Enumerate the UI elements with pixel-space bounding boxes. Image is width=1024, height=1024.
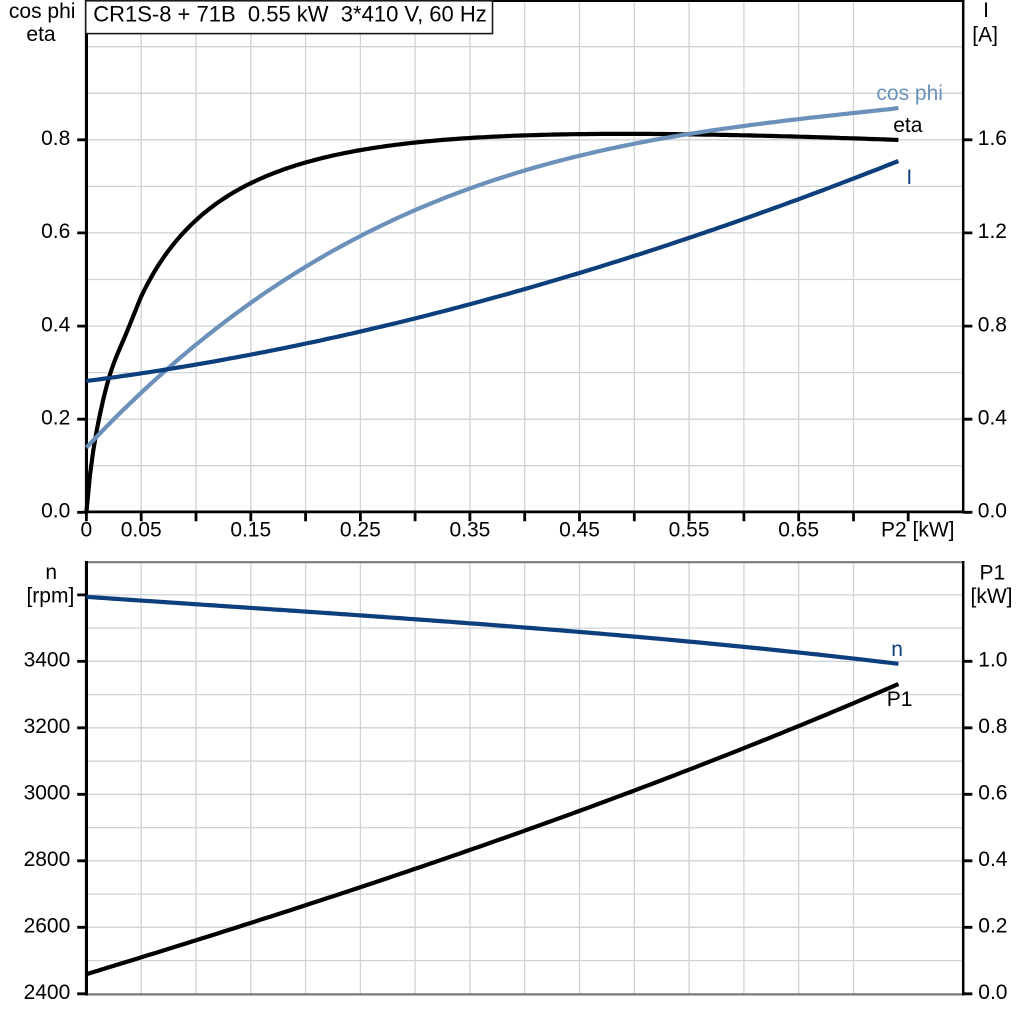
svg-text:2600: 2600 xyxy=(24,915,71,938)
svg-text:0: 0 xyxy=(81,519,93,542)
svg-text:0.6: 0.6 xyxy=(41,220,70,243)
svg-text:3000: 3000 xyxy=(24,782,71,805)
svg-text:0.0: 0.0 xyxy=(978,981,1007,1004)
svg-text:0.4: 0.4 xyxy=(978,848,1008,871)
svg-text:1.0: 1.0 xyxy=(978,649,1007,672)
svg-text:3400: 3400 xyxy=(24,649,71,672)
svg-text:0.55: 0.55 xyxy=(669,519,710,542)
svg-text:0.8: 0.8 xyxy=(978,313,1007,336)
svg-text:cos phi: cos phi xyxy=(876,82,943,105)
svg-text:P1: P1 xyxy=(979,561,1005,584)
svg-text:0.8: 0.8 xyxy=(978,715,1007,738)
svg-text:n: n xyxy=(891,638,903,661)
svg-text:0.65: 0.65 xyxy=(778,519,819,542)
svg-text:P1: P1 xyxy=(887,688,913,711)
svg-text:1.2: 1.2 xyxy=(978,220,1007,243)
svg-text:0.6: 0.6 xyxy=(978,782,1007,805)
svg-text:0.15: 0.15 xyxy=(230,519,271,542)
svg-text:0.2: 0.2 xyxy=(978,915,1007,938)
svg-text:0.25: 0.25 xyxy=(340,519,381,542)
svg-text:[A]: [A] xyxy=(972,24,998,47)
svg-text:0.0: 0.0 xyxy=(978,500,1007,523)
svg-text:0.05: 0.05 xyxy=(121,519,162,542)
svg-text:1.6: 1.6 xyxy=(978,127,1007,150)
svg-text:0.35: 0.35 xyxy=(449,519,490,542)
svg-text:I: I xyxy=(906,166,912,189)
svg-text:2800: 2800 xyxy=(24,848,71,871)
svg-text:0.4: 0.4 xyxy=(41,313,71,336)
svg-text:I: I xyxy=(983,0,989,22)
svg-text:n: n xyxy=(45,561,57,584)
svg-text:0.8: 0.8 xyxy=(41,127,70,150)
svg-text:[kW]: [kW] xyxy=(971,585,1013,608)
svg-text:3200: 3200 xyxy=(24,715,71,738)
svg-text:2400: 2400 xyxy=(24,981,71,1004)
svg-text:0.4: 0.4 xyxy=(978,406,1008,429)
svg-text:P2 [kW]: P2 [kW] xyxy=(881,519,955,542)
svg-text:eta: eta xyxy=(26,23,56,46)
svg-text:[rpm]: [rpm] xyxy=(26,584,74,607)
svg-text:0.0: 0.0 xyxy=(41,500,70,523)
svg-text:cos phi: cos phi xyxy=(9,0,76,23)
svg-text:eta: eta xyxy=(893,114,923,137)
svg-text:CR1S-8 + 71B 0.55 kW 3*410 V: CR1S-8 + 71B 0.55 kW 3*410 V, 60 Hz xyxy=(93,2,487,27)
svg-text:0.45: 0.45 xyxy=(559,519,600,542)
svg-text:0.2: 0.2 xyxy=(41,406,70,429)
